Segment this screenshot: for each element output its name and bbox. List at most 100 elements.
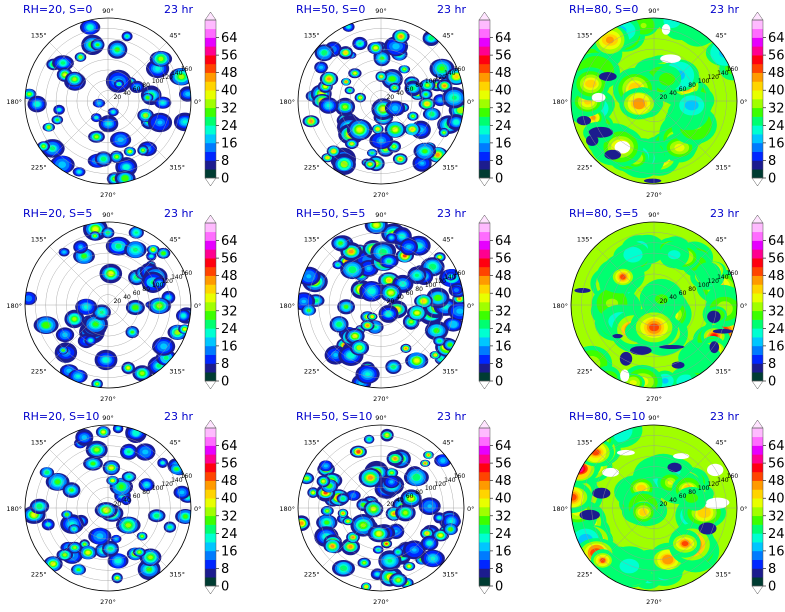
angle-tick-label: 225° (304, 367, 320, 375)
cell-contour (155, 66, 161, 71)
cell-contour (376, 531, 382, 536)
radial-tick-label: 60 (406, 86, 414, 93)
radial-tick-label: 80 (415, 489, 423, 496)
colorbar-swatch (479, 498, 490, 508)
colorbar-tick-label: 48 (768, 269, 785, 284)
colorbar-swatch (752, 345, 763, 355)
colorbar-swatch (479, 328, 490, 338)
colorbar-tick-label: 56 (221, 252, 238, 267)
angle-tick-label: 315° (169, 367, 185, 375)
radial-tick-label: 160 (454, 270, 466, 277)
polar-panel-3: 2040608010012014016090°45°0°315°270°225°… (552, 3, 785, 199)
colorbar-swatch (205, 436, 216, 446)
angle-tick-label: 315° (442, 570, 458, 578)
colorbar-tick-label: 16 (221, 339, 238, 354)
colorbar-tick-label: 16 (221, 136, 238, 151)
colorbar-tick-label: 24 (495, 322, 512, 337)
cell-contour (72, 528, 76, 530)
angle-tick-label: 180° (552, 98, 568, 106)
cell-contour (181, 314, 185, 318)
colorbar-swatch (205, 169, 216, 179)
cell-contour (45, 471, 49, 474)
colorbar-swatch (752, 319, 763, 329)
colorbar-swatch (752, 46, 763, 56)
polar-panel-6: 2040608010012014016090°45°0°315°270°225°… (552, 207, 785, 403)
radial-tick-label: 160 (727, 66, 739, 73)
cell-contour (157, 120, 163, 125)
angle-tick-label: 180° (6, 98, 22, 106)
cell-contour (429, 36, 434, 40)
colorbar-tick-label: 64 (495, 439, 512, 454)
angle-tick-label: 0° (194, 302, 201, 310)
colorbar-tick-label: 16 (768, 339, 785, 354)
cell-contour (454, 74, 459, 79)
colorbar-tick-label: 40 (495, 84, 512, 99)
cell-contour (390, 471, 394, 474)
cell-contour (368, 438, 371, 441)
colorbar-swatch (205, 363, 216, 373)
colorbar-swatch (479, 542, 490, 552)
radial-tick-label: 40 (396, 294, 404, 301)
cell-contour (338, 241, 343, 245)
angle-tick-label: 180° (279, 302, 295, 310)
polar-grid (24, 221, 192, 389)
cell-contour (425, 83, 430, 87)
colorbar-swatch (479, 489, 490, 499)
colorbar-tick-label: 64 (221, 234, 238, 249)
cell-contour (368, 163, 372, 166)
cell-contour (413, 475, 419, 480)
cell-contour (357, 345, 362, 350)
polar-grid (297, 424, 465, 592)
colorbar-swatch (205, 568, 216, 578)
cell-contour (348, 545, 353, 549)
colorbar-tick-label: 0 (221, 172, 229, 187)
colorbar-tick-label: 8 (221, 357, 229, 372)
cell-contour (586, 80, 595, 87)
cell-contour (72, 77, 77, 81)
cell-contour (385, 542, 388, 545)
cell-contour (162, 252, 165, 255)
colorbar-swatch (479, 249, 490, 259)
colorbar-tick-label: 48 (768, 66, 785, 81)
colorbar-swatch (479, 445, 490, 455)
colorbar-extend-min (204, 585, 217, 595)
cell-contour (407, 565, 411, 568)
dry-region (598, 72, 617, 81)
cell-contour (649, 389, 656, 394)
angle-tick-label: 270° (100, 598, 116, 606)
colorbar-swatch (205, 542, 216, 552)
colorbar-swatch (752, 160, 763, 170)
colorbar-swatch (205, 249, 216, 259)
colorbar-extend-max (204, 214, 217, 224)
cell-contour (438, 516, 441, 519)
panel-time: 23 hr (437, 207, 466, 220)
colorbar-swatch (205, 160, 216, 170)
cell-contour (439, 66, 445, 71)
panel-title: RH=20, S=10 (23, 410, 99, 423)
cell-contour (43, 323, 49, 327)
angle-tick-label: 45° (169, 236, 181, 244)
cell-contour (404, 347, 408, 350)
cell-contour (409, 320, 413, 324)
colorbar-swatch (479, 533, 490, 543)
colorbar-swatch (205, 231, 216, 241)
colorbar-swatch (205, 266, 216, 276)
angle-tick-label: 180° (279, 505, 295, 513)
colorbar-swatch (479, 345, 490, 355)
cell-contour (635, 387, 645, 388)
cell-contour (427, 541, 432, 545)
cell-contour (442, 131, 446, 134)
cell-contour (108, 271, 114, 276)
cell-contour (448, 343, 452, 346)
cell-contour (403, 68, 406, 71)
angle-tick-label: 225° (304, 163, 320, 171)
cell-contour (92, 227, 98, 232)
radial-tick-label: 60 (406, 493, 414, 500)
cell-contour (705, 271, 712, 276)
cell-contour (101, 430, 105, 434)
cell-contour (301, 299, 307, 304)
colorbar-swatch (205, 258, 216, 268)
